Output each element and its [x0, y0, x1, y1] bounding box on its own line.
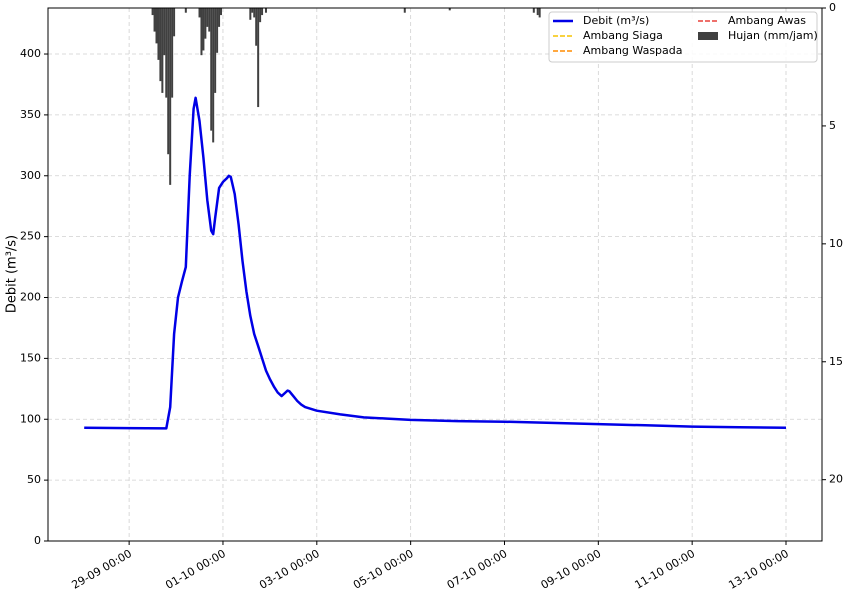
rain-bar	[403, 8, 406, 13]
rain-bar	[202, 8, 205, 51]
rain-bar	[259, 8, 262, 23]
y-tick-label: 50	[27, 473, 41, 486]
legend-box	[548, 11, 818, 63]
rain-bar	[218, 8, 221, 27]
legend-label: Ambang Waspada	[583, 44, 683, 57]
rain-bar	[167, 8, 170, 155]
legend-label: Ambang Awas	[728, 14, 806, 27]
rain-bar	[169, 8, 172, 185]
rain-bar	[206, 8, 209, 27]
rain-bar	[261, 8, 264, 16]
rain-bar	[249, 8, 252, 20]
x-tick-label: 03-10 00:00	[257, 547, 322, 591]
x-tick-label: 11-10 00:00	[632, 547, 697, 591]
x-tick-label: 13-10 00:00	[726, 547, 791, 591]
rain-bar	[208, 8, 211, 32]
rain-bar	[251, 8, 254, 13]
rain-bar	[532, 8, 535, 13]
rain-bar	[257, 8, 260, 108]
rain-bar	[161, 8, 164, 93]
rain-bar	[184, 8, 187, 13]
y-tick-label: 0	[34, 534, 41, 547]
y-tick-label: 300	[20, 169, 41, 182]
y-tick-label: 250	[20, 230, 41, 243]
x-tick-label: 05-10 00:00	[351, 547, 416, 591]
rain-bar	[151, 8, 154, 16]
legend: Debit (m³/s) Ambang Siaga Ambang Waspada Am…	[548, 11, 818, 63]
y2-tick-label: 20	[829, 473, 843, 486]
debit-line	[84, 96, 787, 430]
rain-bar	[214, 8, 217, 93]
rain-bar	[198, 8, 201, 18]
y-tick-label: 150	[20, 351, 41, 364]
rain-bar	[153, 8, 156, 32]
rain-bar	[448, 8, 451, 11]
x-tick-label: 07-10 00:00	[445, 547, 510, 591]
y-tick-label: 200	[20, 291, 41, 304]
legend-label: Debit (m³/s)	[583, 14, 649, 27]
rain-bar	[155, 8, 158, 44]
rain-bar	[220, 8, 223, 16]
rain-bar	[210, 8, 213, 131]
legend-swatch	[698, 32, 718, 40]
rain-bar	[157, 8, 160, 60]
rain-bar	[264, 8, 267, 13]
y-axis-label: Debit (m³/s)	[5, 235, 20, 313]
y2-tick-label: 15	[829, 355, 843, 368]
rain-bar	[212, 8, 215, 143]
rain-bar	[171, 8, 174, 98]
y2-tick-label: 5	[829, 119, 836, 132]
legend-label: Hujan (mm/jam)	[728, 29, 818, 42]
rain-bar	[165, 8, 168, 98]
x-tick-label: 01-10 00:00	[163, 547, 228, 591]
x-tick-label: 09-10 00:00	[539, 547, 604, 591]
rain-bar	[200, 8, 203, 56]
rain-bar	[163, 8, 166, 56]
y2-tick-label: 0	[829, 1, 836, 14]
y-tick-label: 350	[20, 108, 41, 121]
legend-label: Ambang Siaga	[583, 29, 663, 42]
rain-bar	[216, 8, 219, 53]
rain-bar	[204, 8, 207, 39]
plot-frame	[47, 7, 823, 542]
rain-bar	[536, 8, 539, 16]
rain-bar	[159, 8, 162, 82]
y-tick-label: 400	[20, 47, 41, 60]
y2-tick-label: 10	[829, 237, 843, 250]
rain-bar	[255, 8, 258, 46]
rain-bar	[173, 8, 176, 37]
rain-bar	[253, 8, 256, 18]
x-tick-label: 29-09 00:00	[69, 547, 134, 591]
rain-bar	[538, 8, 541, 18]
y-tick-label: 100	[20, 412, 41, 425]
